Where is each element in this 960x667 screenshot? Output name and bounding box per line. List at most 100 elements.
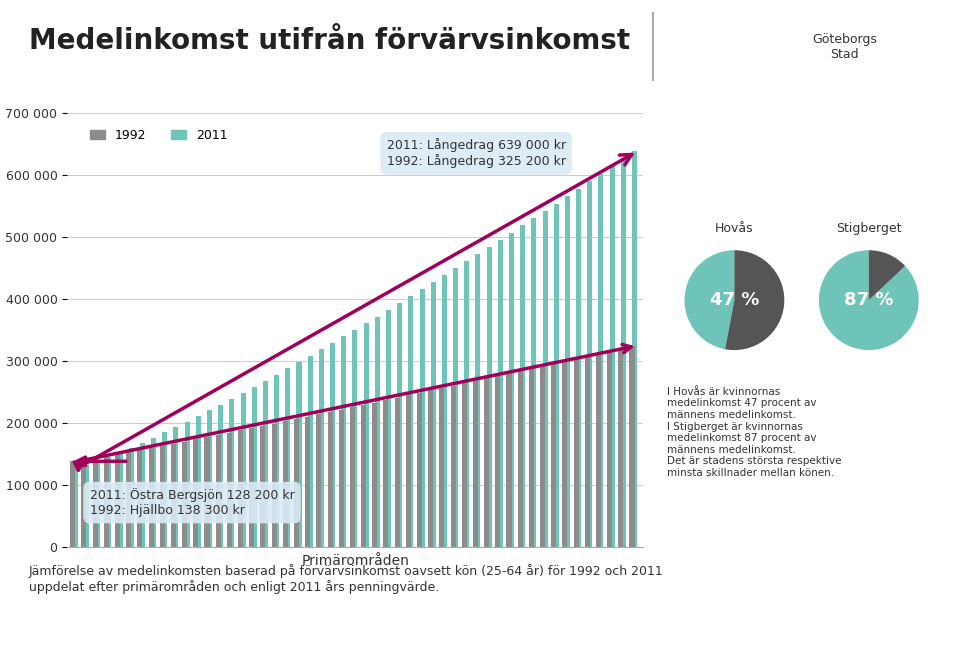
Bar [408,296,414,547]
Bar [140,443,145,547]
Bar [364,323,369,547]
Bar [115,454,120,547]
Bar [297,362,301,547]
Bar [618,348,623,547]
Bar [610,166,614,547]
Text: 9: 9 [922,638,931,653]
Bar [184,422,190,547]
Bar [588,181,592,547]
Bar [275,375,279,547]
Bar [137,450,142,547]
Bar [598,174,604,547]
Bar [563,361,567,547]
Bar [260,426,266,547]
Bar [529,368,534,547]
Text: 87 %: 87 % [844,291,894,309]
Bar [420,289,424,547]
Bar [294,419,299,547]
Text: 47 %: 47 % [709,291,759,309]
Bar [327,412,332,547]
Text: Medelinkomst utifrån förvärvsinkomst: Medelinkomst utifrån förvärvsinkomst [29,27,630,55]
Bar [252,387,256,547]
Bar [84,465,89,547]
Bar [283,422,288,547]
Bar [174,427,179,547]
Bar [216,435,221,547]
Bar [473,381,478,547]
Bar [442,275,447,547]
Bar [632,151,637,547]
Bar [285,368,290,547]
Wedge shape [869,250,905,300]
Bar [621,159,626,547]
Bar [576,189,581,547]
Bar [272,424,276,547]
Bar [542,211,547,547]
Wedge shape [725,250,784,350]
Bar [339,410,344,547]
Bar [551,364,556,547]
Bar [349,408,355,547]
Text: I Hovås är kvinnornas
medelinkomst 47 procent av
männens medelinkomst.
I Stigber: I Hovås är kvinnornas medelinkomst 47 pr… [667,387,842,478]
Bar [238,430,243,547]
Bar [196,416,201,547]
Bar [151,438,156,547]
Text: HÅLLBAR STAD – ÖPPEN FÖR VÄRLDEN: HÅLLBAR STAD – ÖPPEN FÖR VÄRLDEN [29,639,300,652]
Bar [82,460,86,547]
Text: 2011: Östra Bergsjön 128 200 kr
1992: Hjällbo 138 300 kr: 2011: Östra Bergsjön 128 200 kr 1992: Hj… [89,488,295,517]
Bar [520,225,525,547]
Bar [507,374,512,547]
Bar [218,405,224,547]
Wedge shape [684,250,734,350]
Bar [462,383,467,547]
Text: 2011: Långedrag 639 000 kr
1992: Långedrag 325 200 kr: 2011: Långedrag 639 000 kr 1992: Långedr… [387,138,565,168]
Bar [386,309,391,547]
Bar [305,417,310,547]
Bar [573,358,579,547]
Bar [171,444,176,547]
Wedge shape [819,250,919,350]
Bar [361,405,366,547]
Bar [162,432,167,547]
Bar [630,346,635,547]
Bar [70,462,75,547]
Bar [417,393,422,547]
Bar [540,366,545,547]
Bar [107,457,111,547]
Title: Hovås: Hovås [715,222,754,235]
Bar [395,398,399,547]
Bar [182,442,187,547]
Bar [129,448,133,547]
Bar [352,329,357,547]
Bar [498,240,503,547]
Bar [487,247,492,547]
Bar [453,268,458,547]
Bar [341,336,347,547]
Bar [159,446,165,547]
Bar [319,350,324,547]
Bar [204,437,209,547]
Bar [149,448,154,547]
Bar [95,461,100,547]
Text: Jämförelse av medelinkomsten baserad på förvärvsinkomst oavsett kön (25-64 år) f: Jämförelse av medelinkomsten baserad på … [29,564,663,594]
Bar [241,393,246,547]
Bar [406,396,411,547]
Bar [596,353,601,547]
Bar [484,378,490,547]
X-axis label: Primärområden: Primärområden [301,554,409,568]
Bar [554,203,559,547]
Bar [531,218,537,547]
Title: Stigberget: Stigberget [836,222,901,235]
Bar [509,233,514,547]
Bar [372,402,377,547]
Bar [207,410,212,547]
Bar [517,371,522,547]
Bar [564,196,570,547]
Bar [397,303,402,547]
Bar [193,440,199,547]
Bar [307,356,313,547]
Bar [450,386,456,547]
Bar [431,282,436,547]
Bar [93,458,98,547]
Bar [227,433,232,547]
